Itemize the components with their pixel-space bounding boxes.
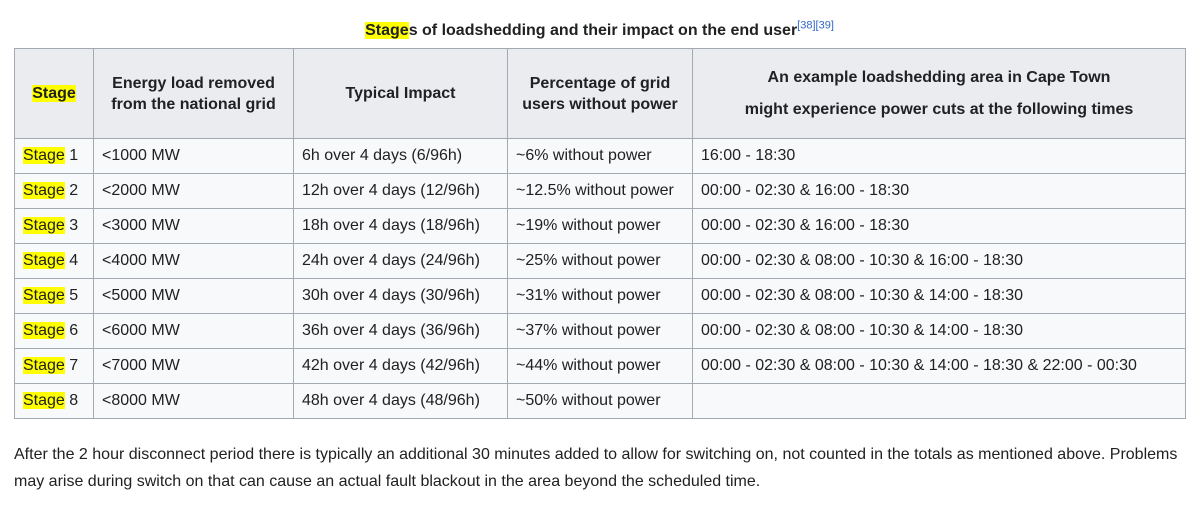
table-row-stage-8: Stage 8 <8000 MW 48h over 4 days (48/96h… (14, 383, 1186, 419)
stage-cell: Stage 7 (14, 348, 94, 384)
stage-number: 1 (64, 147, 79, 164)
reference-links: [38][39] (797, 20, 834, 32)
stage-highlight: Stage (23, 322, 65, 339)
header-example-area: An example loadshedding area in Cape Tow… (692, 48, 1186, 139)
ref-39-link[interactable]: [39] (815, 19, 834, 32)
impact-cell: 48h over 4 days (48/96h) (293, 383, 508, 419)
table-row-stage-1: Stage 1 <1000 MW 6h over 4 days (6/96h) … (14, 138, 1186, 174)
times-cell: 00:00 - 02:30 & 16:00 - 18:30 (692, 173, 1186, 209)
stage-number: 6 (64, 322, 79, 339)
stage-number: 8 (64, 392, 79, 409)
footnote-paragraph: After the 2 hour disconnect period there… (14, 446, 1178, 490)
table-row-stage-2: Stage 2 <2000 MW 12h over 4 days (12/96h… (14, 173, 1186, 209)
energy-cell: <5000 MW (93, 278, 294, 314)
energy-cell: <1000 MW (93, 138, 294, 174)
table-row-stage-3: Stage 3 <3000 MW 18h over 4 days (18/96h… (14, 208, 1186, 244)
impact-cell: 24h over 4 days (24/96h) (293, 243, 508, 279)
times-cell: 16:00 - 18:30 (692, 138, 1186, 174)
stage-cell: Stage 8 (14, 383, 94, 419)
table-row-stage-5: Stage 5 <5000 MW 30h over 4 days (30/96h… (14, 278, 1186, 314)
times-cell (692, 383, 1186, 419)
table-caption: Stages of loadshedding and their impact … (0, 20, 1199, 40)
impact-cell: 6h over 4 days (6/96h) (293, 138, 508, 174)
energy-cell: <7000 MW (93, 348, 294, 384)
header-stage-highlight: Stage (32, 85, 76, 102)
energy-cell: <8000 MW (93, 383, 294, 419)
caption-highlight: Stage (365, 22, 409, 39)
stage-highlight: Stage (23, 392, 65, 409)
header-example-line2: might experience power cuts at the follo… (744, 101, 1134, 118)
times-cell: 00:00 - 02:30 & 16:00 - 18:30 (692, 208, 1186, 244)
percentage-cell: ~25% without power (507, 243, 693, 279)
times-cell: 00:00 - 02:30 & 08:00 - 10:30 & 16:00 - … (692, 243, 1186, 279)
times-cell: 00:00 - 02:30 & 08:00 - 10:30 & 14:00 - … (692, 348, 1186, 384)
header-example-line1: An example loadshedding area in Cape Tow… (767, 69, 1111, 86)
percentage-cell: ~44% without power (507, 348, 693, 384)
stage-highlight: Stage (23, 357, 65, 374)
table-row-stage-4: Stage 4 <4000 MW 24h over 4 days (24/96h… (14, 243, 1186, 279)
stage-number: 5 (64, 287, 79, 304)
header-row: Stage Energy load removed from the natio… (14, 48, 1186, 139)
table-row-stage-7: Stage 7 <7000 MW 42h over 4 days (42/96h… (14, 348, 1186, 384)
percentage-cell: ~50% without power (507, 383, 693, 419)
times-cell: 00:00 - 02:30 & 08:00 - 10:30 & 14:00 - … (692, 313, 1186, 349)
header-percentage: Percentage of grid users without power (507, 48, 693, 139)
loadshedding-stages-table: Stage Energy load removed from the natio… (14, 48, 1186, 419)
ref-38-link[interactable]: [38] (797, 19, 816, 32)
table-row-stage-6: Stage 6 <6000 MW 36h over 4 days (36/96h… (14, 313, 1186, 349)
percentage-cell: ~31% without power (507, 278, 693, 314)
stage-number: 4 (64, 252, 79, 269)
energy-cell: <4000 MW (93, 243, 294, 279)
percentage-cell: ~6% without power (507, 138, 693, 174)
energy-cell: <3000 MW (93, 208, 294, 244)
energy-cell: <6000 MW (93, 313, 294, 349)
stage-cell: Stage 6 (14, 313, 94, 349)
stage-cell: Stage 4 (14, 243, 94, 279)
impact-cell: 42h over 4 days (42/96h) (293, 348, 508, 384)
impact-cell: 12h over 4 days (12/96h) (293, 173, 508, 209)
stage-cell: Stage 2 (14, 173, 94, 209)
stage-highlight: Stage (23, 287, 65, 304)
stage-cell: Stage 1 (14, 138, 94, 174)
stage-highlight: Stage (23, 252, 65, 269)
impact-cell: 30h over 4 days (30/96h) (293, 278, 508, 314)
stage-cell: Stage 5 (14, 278, 94, 314)
stage-highlight: Stage (23, 217, 65, 234)
percentage-cell: ~37% without power (507, 313, 693, 349)
header-impact: Typical Impact (293, 48, 508, 139)
stage-cell: Stage 3 (14, 208, 94, 244)
stage-number: 3 (64, 217, 79, 234)
impact-cell: 36h over 4 days (36/96h) (293, 313, 508, 349)
stage-number: 2 (64, 182, 79, 199)
percentage-cell: ~12.5% without power (507, 173, 693, 209)
times-cell: 00:00 - 02:30 & 08:00 - 10:30 & 14:00 - … (692, 278, 1186, 314)
header-stage: Stage (14, 48, 94, 139)
caption-text: s of loadshedding and their impact on th… (408, 22, 798, 39)
impact-cell: 18h over 4 days (18/96h) (293, 208, 508, 244)
stage-number: 7 (64, 357, 79, 374)
stage-highlight: Stage (23, 147, 65, 164)
percentage-cell: ~19% without power (507, 208, 693, 244)
header-energy: Energy load removed from the national gr… (93, 48, 294, 139)
stage-highlight: Stage (23, 182, 65, 199)
energy-cell: <2000 MW (93, 173, 294, 209)
